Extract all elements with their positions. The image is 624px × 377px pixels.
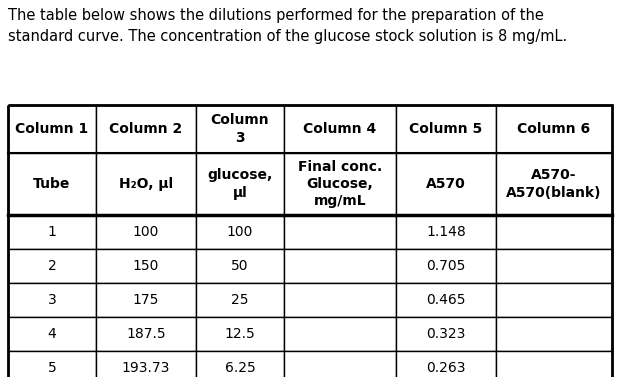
Bar xyxy=(496,215,612,249)
Text: 0.323: 0.323 xyxy=(426,327,466,341)
Text: Column 2: Column 2 xyxy=(109,122,183,136)
Text: 12.5: 12.5 xyxy=(225,327,255,341)
Text: Final conc.
Glucose,
mg/mL: Final conc. Glucose, mg/mL xyxy=(298,160,382,208)
Text: 50: 50 xyxy=(232,259,249,273)
Text: Tube: Tube xyxy=(33,177,71,191)
Text: 3: 3 xyxy=(47,293,56,307)
Bar xyxy=(96,317,196,351)
Text: 150: 150 xyxy=(133,259,159,273)
Text: Column 4: Column 4 xyxy=(303,122,377,136)
Text: Column 5: Column 5 xyxy=(409,122,482,136)
Text: Column
3: Column 3 xyxy=(211,113,270,145)
Text: H₂O, μl: H₂O, μl xyxy=(119,177,173,191)
Bar xyxy=(496,153,612,215)
Bar xyxy=(496,105,612,153)
Bar xyxy=(496,283,612,317)
Text: A570-
A570(blank): A570- A570(blank) xyxy=(506,169,602,200)
Bar xyxy=(396,153,496,215)
Bar xyxy=(284,105,396,153)
Text: 25: 25 xyxy=(232,293,249,307)
Bar xyxy=(8,283,96,317)
Bar xyxy=(284,153,396,215)
Text: 1.148: 1.148 xyxy=(426,225,466,239)
Text: 2: 2 xyxy=(47,259,56,273)
Bar xyxy=(396,317,496,351)
Text: 6.25: 6.25 xyxy=(225,361,255,375)
Bar xyxy=(196,249,284,283)
Bar xyxy=(196,283,284,317)
Bar xyxy=(96,283,196,317)
Bar xyxy=(8,105,96,153)
Text: The table below shows the dilutions performed for the preparation of the
standar: The table below shows the dilutions perf… xyxy=(8,8,567,44)
Text: 0.465: 0.465 xyxy=(426,293,466,307)
Bar xyxy=(8,317,96,351)
Bar xyxy=(196,215,284,249)
Bar xyxy=(284,317,396,351)
Bar xyxy=(396,215,496,249)
Bar xyxy=(8,153,96,215)
Bar xyxy=(8,105,612,377)
Bar xyxy=(496,351,612,377)
Text: 5: 5 xyxy=(47,361,56,375)
Bar xyxy=(396,105,496,153)
Bar xyxy=(96,105,196,153)
Text: 0.705: 0.705 xyxy=(426,259,466,273)
Text: glucose,
μl: glucose, μl xyxy=(207,169,273,200)
Bar xyxy=(8,249,96,283)
Text: A570: A570 xyxy=(426,177,466,191)
Bar xyxy=(396,351,496,377)
Text: 0.263: 0.263 xyxy=(426,361,466,375)
Bar xyxy=(496,317,612,351)
Text: 4: 4 xyxy=(47,327,56,341)
Text: Column 6: Column 6 xyxy=(517,122,590,136)
Bar xyxy=(196,105,284,153)
Bar xyxy=(496,249,612,283)
Bar xyxy=(96,153,196,215)
Bar xyxy=(284,283,396,317)
Bar xyxy=(396,283,496,317)
Text: 193.73: 193.73 xyxy=(122,361,170,375)
Bar xyxy=(284,351,396,377)
Bar xyxy=(96,215,196,249)
Text: 100: 100 xyxy=(133,225,159,239)
Bar xyxy=(96,351,196,377)
Bar xyxy=(196,153,284,215)
Text: 100: 100 xyxy=(227,225,253,239)
Text: 187.5: 187.5 xyxy=(126,327,166,341)
Text: 1: 1 xyxy=(47,225,56,239)
Bar xyxy=(8,215,96,249)
Bar xyxy=(284,249,396,283)
Bar xyxy=(396,249,496,283)
Bar xyxy=(284,215,396,249)
Bar xyxy=(8,351,96,377)
Bar xyxy=(196,317,284,351)
Bar xyxy=(196,351,284,377)
Bar xyxy=(96,249,196,283)
Text: 175: 175 xyxy=(133,293,159,307)
Text: Column 1: Column 1 xyxy=(16,122,89,136)
